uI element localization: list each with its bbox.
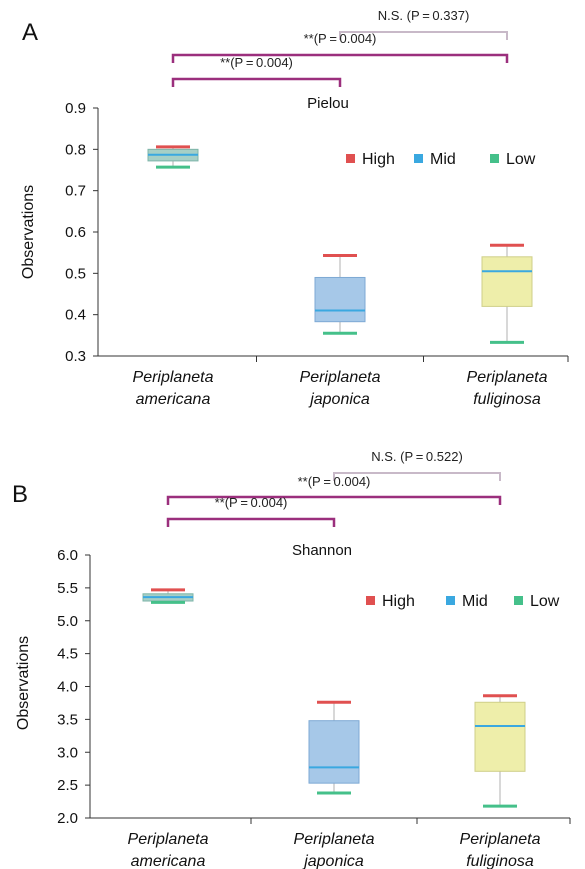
panel-b-box xyxy=(474,701,526,772)
panel-a-legend-label: Mid xyxy=(430,151,456,168)
panel-a-y-tick-label: 0.5 xyxy=(65,265,86,282)
panel-a-legend-label: Low xyxy=(506,151,536,168)
panel-a-category-label: Periplaneta americana xyxy=(133,369,214,408)
panel-b-category-label: Periplaneta fuliginosa xyxy=(460,831,541,869)
panel-a-title: Pielou xyxy=(307,95,349,112)
panel-a-significance-label: N.S. (P = 0.337) xyxy=(378,8,470,23)
panel-a-significance-label: **(P = 0.004) xyxy=(304,31,377,46)
panel-a-category-label-line: fuliginosa xyxy=(473,391,541,408)
panel-b-category-label: Periplaneta americana xyxy=(128,831,209,869)
panel-b-significance-label: **(P = 0.004) xyxy=(215,495,288,510)
panel-b-category-label-line: Periplaneta xyxy=(294,831,375,848)
panel-a-y-tick-label: 0.7 xyxy=(65,183,86,200)
panel-b-letter: B xyxy=(12,481,28,508)
panel-b-significance-label: **(P = 0.004) xyxy=(298,474,371,489)
panel-a-category-label-line: americana xyxy=(136,391,211,408)
panel-b-y-tick-label: 4.5 xyxy=(57,646,78,663)
panel-b-category-label-line: Periplaneta xyxy=(128,831,209,848)
panel-a-significance-label: **(P = 0.004) xyxy=(220,55,293,70)
panel-a-significance-bracket xyxy=(171,53,509,63)
panel-b-significance-label: N.S. (P = 0.522) xyxy=(371,449,463,464)
panel-b-y-tick-label: 3.0 xyxy=(57,744,78,761)
panel-b-category-label-line: japonica xyxy=(302,853,364,869)
panel-a-category-label: Periplaneta fuliginosa xyxy=(467,369,548,408)
panel-a-category-label-line: Periplaneta xyxy=(133,369,214,386)
panel-b-y-axis-label: Observations xyxy=(15,636,32,730)
panel-b-category-label-line: Periplaneta xyxy=(460,831,541,848)
panel-a-legend-label: High xyxy=(362,151,395,168)
panel-b-significance-bracket xyxy=(333,472,501,481)
panel-a-significance-bracket xyxy=(339,31,508,40)
panel-a-y-tick-label: 0.4 xyxy=(65,307,86,324)
panel-b-box xyxy=(308,720,360,784)
panel-a-legend-swatch xyxy=(414,154,423,163)
panel-a-box xyxy=(481,256,533,307)
panel-a: A Pielou Observations 0.3 0.4 0.5 0.6 0.7 0.8… xyxy=(20,8,569,408)
panel-b-significance-bracket xyxy=(166,495,502,505)
panel-b-y-tick-label: 2.0 xyxy=(57,810,78,827)
panel-b-legend-swatch xyxy=(446,596,455,605)
panel-b: B Shannon Observations 2.0 2.5 3.0 3.5 4.0 4.… xyxy=(12,449,571,869)
panel-b-legend-label: High xyxy=(382,593,415,610)
panel-a-category-label-line: Periplaneta xyxy=(467,369,548,386)
panel-a-significance-bracket xyxy=(171,77,342,87)
panel-a-category-label-line: japonica xyxy=(308,391,370,408)
panel-a-box xyxy=(314,276,366,323)
panel-b-legend-label: Low xyxy=(530,593,560,610)
panel-a-letter: A xyxy=(22,19,38,46)
panel-b-category-label: Periplaneta japonica xyxy=(294,831,375,869)
panel-a-y-tick-label: 0.9 xyxy=(65,100,86,117)
panel-b-category-label-line: fuliginosa xyxy=(466,853,534,869)
panel-a-y-tick-label: 0.8 xyxy=(65,141,86,158)
panel-a-category-label-line: Periplaneta xyxy=(300,369,381,386)
panel-a-category-label: Periplaneta japonica xyxy=(300,369,381,408)
panel-b-legend-swatch xyxy=(366,596,375,605)
panel-a-y-axis-label: Observations xyxy=(20,185,37,279)
panel-b-title: Shannon xyxy=(292,542,352,559)
panel-a-y-tick-label: 0.3 xyxy=(65,348,86,365)
panel-b-y-tick-label: 4.0 xyxy=(57,679,78,696)
panel-b-y-tick-label: 5.5 xyxy=(57,580,78,597)
panel-b-y-tick-label: 6.0 xyxy=(57,547,78,564)
panel-b-y-tick-label: 3.5 xyxy=(57,711,78,728)
panel-b-category-label-line: americana xyxy=(131,853,206,869)
panel-b-legend-swatch xyxy=(514,596,523,605)
panel-a-legend-swatch xyxy=(346,154,355,163)
panel-b-significance-bracket xyxy=(166,517,336,527)
panel-b-legend-label: Mid xyxy=(462,593,488,610)
panel-a-legend-swatch xyxy=(490,154,499,163)
panel-b-y-tick-label: 5.0 xyxy=(57,613,78,630)
panel-a-y-tick-label: 0.6 xyxy=(65,224,86,241)
panel-b-y-tick-label: 2.5 xyxy=(57,777,78,794)
